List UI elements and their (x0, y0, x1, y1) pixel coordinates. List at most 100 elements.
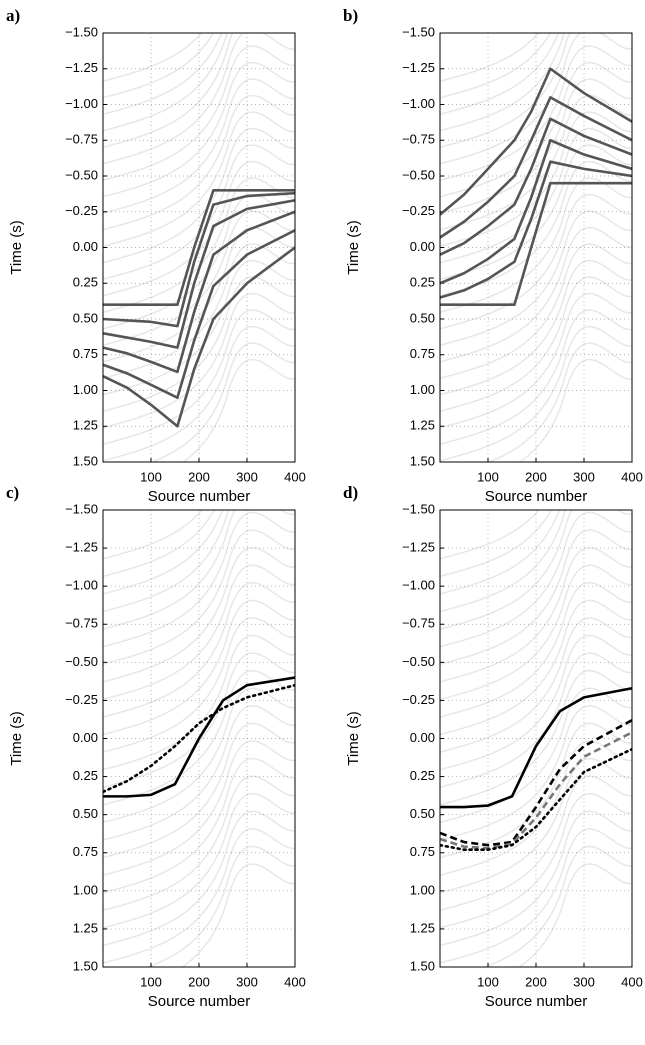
texture (440, 292, 632, 429)
texture (440, 792, 632, 929)
y-tick-label: −0.25 (65, 203, 98, 218)
x-tick-label: 300 (573, 974, 595, 989)
texture (103, 792, 295, 929)
y-tick-label: 1.25 (73, 418, 98, 433)
line (103, 189, 295, 306)
line (440, 731, 632, 850)
plot-frame (439, 32, 633, 463)
y-tick-label: −1.00 (402, 96, 435, 111)
y-tick-label: 1.50 (73, 958, 98, 973)
panel-label: c) (6, 483, 19, 502)
y-tick-label: 1.25 (73, 920, 98, 935)
x-tick-label: 200 (525, 469, 547, 484)
texture (103, 33, 215, 99)
y-tick-label: 0.50 (73, 310, 98, 325)
line (103, 229, 295, 399)
line (440, 160, 632, 299)
y-tick-label: 1.25 (410, 418, 435, 433)
texture (103, 510, 224, 595)
y-tick-label: −0.50 (65, 654, 98, 669)
texture (103, 33, 295, 148)
x-tick-label: 100 (477, 974, 499, 989)
x-axis-label: Source number (485, 488, 588, 505)
texture (518, 358, 632, 462)
texture (103, 599, 295, 736)
y-tick-label: −1.25 (65, 60, 98, 75)
y-tick-label: 0.00 (73, 730, 98, 745)
texture (440, 33, 560, 115)
texture (440, 226, 632, 363)
texture (440, 687, 632, 824)
y-tick-label: −0.50 (402, 167, 435, 182)
texture (103, 292, 295, 429)
texture (103, 259, 295, 396)
y-tick-label: −1.25 (402, 60, 435, 75)
y-axis-label: Time (s) (8, 220, 25, 274)
texture (181, 358, 295, 462)
y-tick-label: 0.75 (410, 346, 435, 361)
texture (150, 342, 295, 462)
texture (103, 33, 228, 132)
texture (440, 144, 632, 280)
x-axis-label: Source number (148, 488, 251, 505)
x-tick-label: 100 (140, 469, 162, 484)
y-tick-label: 1.00 (73, 882, 98, 897)
texture (440, 529, 632, 665)
texture (103, 564, 295, 701)
texture (487, 342, 632, 462)
y-tick-label: 1.25 (410, 920, 435, 935)
y-tick-label: −1.25 (402, 540, 435, 555)
line (440, 67, 632, 216)
texture (103, 33, 295, 165)
texture (440, 127, 632, 264)
texture (440, 33, 552, 99)
y-tick-label: −0.25 (65, 692, 98, 707)
background-texture (440, 33, 632, 462)
texture (440, 510, 540, 560)
panel-label: a) (6, 6, 20, 25)
y-tick-label: −0.75 (65, 616, 98, 631)
texture (103, 510, 230, 613)
y-tick-label: 1.50 (73, 453, 98, 468)
line (103, 676, 295, 798)
x-tick-label: 400 (621, 469, 643, 484)
texture (103, 757, 295, 894)
panel: −1.50 −1.25 −1.00 −0.75 −0.50 −0.25 0.00 0.25 0.… (6, 6, 306, 505)
texture (103, 828, 295, 964)
line (440, 686, 632, 809)
texture (181, 863, 295, 967)
texture (440, 33, 540, 82)
y-tick-label: −1.50 (65, 24, 98, 39)
y-tick-label: 0.50 (73, 806, 98, 821)
texture (103, 617, 295, 753)
y-tick-label: 0.50 (410, 806, 435, 821)
y-tick-label: 0.75 (73, 346, 98, 361)
x-tick-label: 400 (284, 469, 306, 484)
y-tick-label: 0.00 (410, 730, 435, 745)
texture (440, 705, 632, 841)
texture (440, 259, 632, 396)
texture (103, 33, 223, 115)
y-tick-label: 1.50 (410, 453, 435, 468)
x-tick-label: 200 (188, 469, 210, 484)
y-tick-label: 1.50 (410, 958, 435, 973)
y-tick-label: 0.00 (410, 239, 435, 254)
plot-frame (102, 509, 296, 968)
y-tick-label: 0.75 (410, 844, 435, 859)
texture (440, 510, 567, 613)
texture (440, 33, 565, 132)
background-texture (103, 510, 295, 967)
texture (440, 78, 632, 214)
texture (440, 757, 632, 894)
y-tick-label: −1.50 (402, 501, 435, 516)
texture (103, 111, 295, 247)
panel-label: b) (343, 6, 358, 25)
line (103, 199, 295, 349)
texture (103, 511, 295, 648)
texture (103, 94, 295, 231)
y-tick-label: 0.00 (73, 239, 98, 254)
texture (440, 740, 632, 876)
texture (103, 160, 295, 297)
y-tick-label: 0.50 (410, 310, 435, 325)
panel: −1.50 −1.25 −1.00 −0.75 −0.50 −0.25 0.00 0.25 0.… (6, 483, 306, 1010)
